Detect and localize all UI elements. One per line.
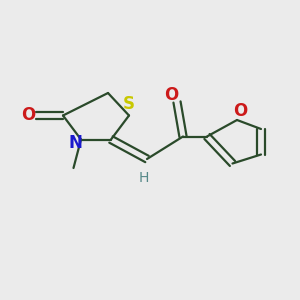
Text: O: O xyxy=(164,85,179,103)
Text: H: H xyxy=(139,171,149,184)
Text: O: O xyxy=(233,102,247,120)
Text: O: O xyxy=(21,106,36,124)
Text: S: S xyxy=(123,95,135,113)
Text: N: N xyxy=(69,134,82,152)
